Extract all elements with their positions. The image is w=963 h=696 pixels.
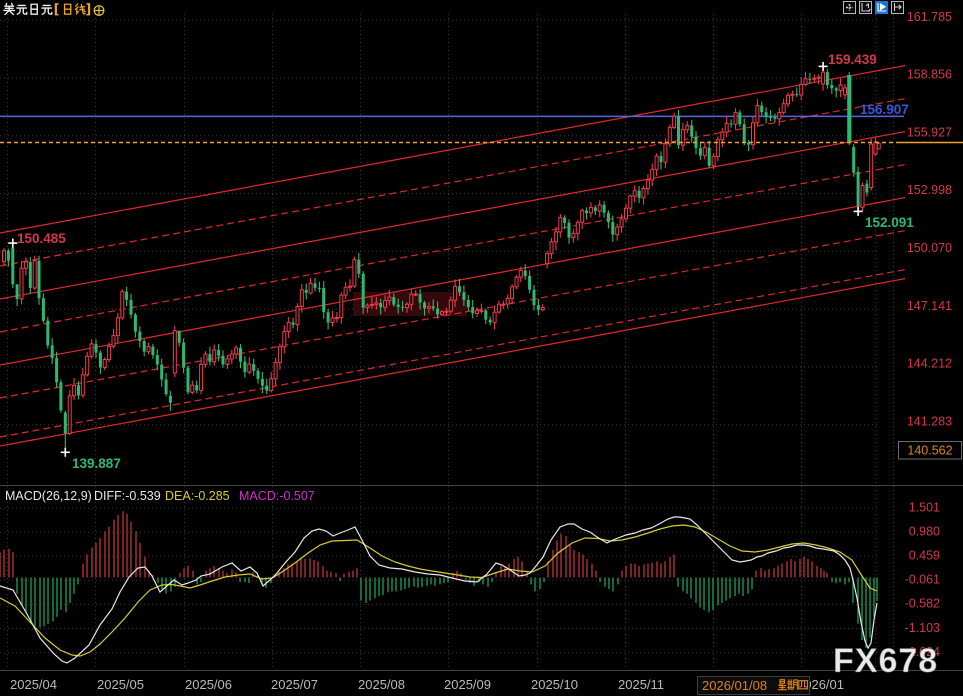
svg-text:141.283: 141.283 bbox=[907, 414, 952, 428]
svg-text:DIFF:-0.539: DIFF:-0.539 bbox=[94, 489, 161, 503]
svg-text:2025/10: 2025/10 bbox=[531, 677, 578, 692]
svg-text:150.485: 150.485 bbox=[17, 231, 66, 246]
svg-text:159.439: 159.439 bbox=[828, 52, 877, 67]
svg-text:0.980: 0.980 bbox=[909, 524, 940, 538]
svg-text:152.998: 152.998 bbox=[907, 183, 952, 197]
svg-text:2025/07: 2025/07 bbox=[271, 677, 318, 692]
svg-text:140.562: 140.562 bbox=[907, 443, 952, 457]
svg-text:144.212: 144.212 bbox=[907, 357, 952, 371]
svg-text:1.501: 1.501 bbox=[909, 500, 940, 514]
svg-text:2025/08: 2025/08 bbox=[358, 677, 405, 692]
svg-text:155.927: 155.927 bbox=[907, 125, 952, 139]
svg-text:150.070: 150.070 bbox=[907, 241, 952, 255]
svg-text:-0.061: -0.061 bbox=[905, 573, 940, 587]
svg-text:147.141: 147.141 bbox=[907, 299, 952, 313]
svg-text:152.091: 152.091 bbox=[865, 215, 914, 230]
svg-text:-1.103: -1.103 bbox=[905, 621, 940, 635]
svg-text:MACD:-0.507: MACD:-0.507 bbox=[239, 489, 315, 503]
svg-text:DEA:-0.285: DEA:-0.285 bbox=[165, 489, 230, 503]
svg-text:156.907: 156.907 bbox=[860, 102, 909, 117]
svg-text:2025/11: 2025/11 bbox=[618, 677, 664, 692]
svg-text:2025/04: 2025/04 bbox=[10, 677, 57, 692]
svg-text:2025/06: 2025/06 bbox=[185, 677, 232, 692]
svg-text:MACD(26,12,9): MACD(26,12,9) bbox=[5, 489, 92, 503]
svg-text:0.459: 0.459 bbox=[909, 549, 940, 563]
svg-text:158.856: 158.856 bbox=[907, 68, 952, 82]
svg-text:-0.582: -0.582 bbox=[905, 597, 940, 611]
svg-text:2026/01/08: 2026/01/08 bbox=[702, 678, 767, 693]
svg-text:2025/09: 2025/09 bbox=[444, 677, 491, 692]
svg-text:2025/05: 2025/05 bbox=[97, 677, 144, 692]
svg-text:139.887: 139.887 bbox=[72, 456, 121, 471]
svg-text:FX678: FX678 bbox=[833, 642, 938, 680]
svg-text:-1.624: -1.624 bbox=[905, 645, 940, 659]
svg-text:161.785: 161.785 bbox=[907, 10, 952, 24]
